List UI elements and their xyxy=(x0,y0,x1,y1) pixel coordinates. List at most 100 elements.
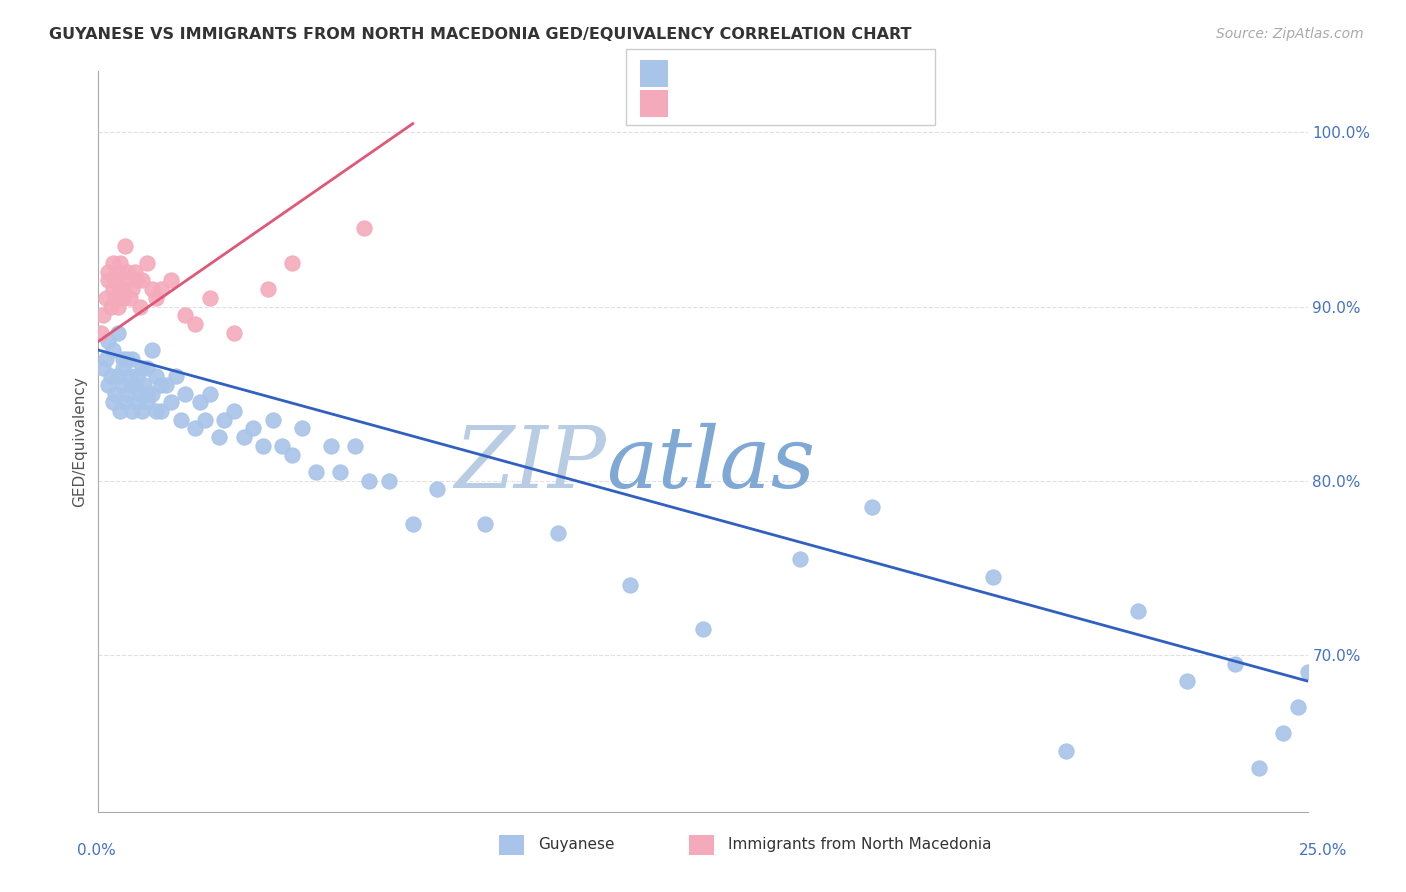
Point xyxy=(121,378,143,392)
Point xyxy=(101,256,124,270)
Point xyxy=(127,273,149,287)
Point xyxy=(256,282,278,296)
Point xyxy=(100,300,122,314)
Point xyxy=(290,421,312,435)
Point xyxy=(150,378,173,392)
Point xyxy=(271,439,294,453)
Point xyxy=(135,256,157,270)
Point xyxy=(141,343,163,357)
Point xyxy=(141,386,163,401)
Text: 79: 79 xyxy=(837,66,859,81)
Point xyxy=(91,308,114,322)
Point xyxy=(134,378,156,392)
Point xyxy=(145,404,167,418)
Point xyxy=(377,474,399,488)
Point xyxy=(174,308,197,322)
Y-axis label: GED/Equivalency: GED/Equivalency xyxy=(72,376,87,507)
Point xyxy=(174,386,197,401)
Text: -0.440: -0.440 xyxy=(718,66,776,81)
Point xyxy=(222,326,245,340)
Text: GUYANESE VS IMMIGRANTS FROM NORTH MACEDONIA GED/EQUIVALENCY CORRELATION CHART: GUYANESE VS IMMIGRANTS FROM NORTH MACEDO… xyxy=(49,27,911,42)
Point xyxy=(107,300,129,314)
Point xyxy=(117,273,139,287)
Point xyxy=(860,500,883,514)
Point xyxy=(155,378,177,392)
Text: R =: R = xyxy=(679,96,714,112)
Point xyxy=(1249,761,1271,775)
Point xyxy=(135,386,157,401)
Text: Immigrants from North Macedonia: Immigrants from North Macedonia xyxy=(728,838,991,852)
Point xyxy=(104,273,127,287)
Point xyxy=(114,395,136,409)
Point xyxy=(101,282,124,296)
Point xyxy=(547,526,569,541)
Point xyxy=(353,221,375,235)
Point xyxy=(111,291,134,305)
Point xyxy=(145,369,167,384)
Point xyxy=(108,282,131,296)
Text: N =: N = xyxy=(796,96,842,112)
Point xyxy=(1286,700,1309,714)
Point xyxy=(426,483,449,497)
Point xyxy=(128,386,150,401)
Point xyxy=(160,273,183,287)
Text: Source: ZipAtlas.com: Source: ZipAtlas.com xyxy=(1216,27,1364,41)
Point xyxy=(1296,665,1319,680)
Point xyxy=(107,369,129,384)
Point xyxy=(111,282,134,296)
Point xyxy=(198,386,221,401)
Point xyxy=(124,378,146,392)
Point xyxy=(184,421,207,435)
Point xyxy=(169,413,191,427)
Point xyxy=(128,300,150,314)
Point xyxy=(91,360,114,375)
Point xyxy=(117,265,139,279)
Point xyxy=(117,351,139,366)
Point xyxy=(194,413,217,427)
Point xyxy=(145,291,167,305)
Point xyxy=(131,404,153,418)
Point xyxy=(114,238,136,252)
Point xyxy=(127,395,149,409)
Point xyxy=(359,474,381,488)
Point xyxy=(619,578,641,592)
Point xyxy=(108,404,131,418)
Point xyxy=(107,326,129,340)
Text: 37: 37 xyxy=(837,96,859,112)
Point xyxy=(124,265,146,279)
Point xyxy=(90,326,112,340)
Point xyxy=(222,404,245,418)
Point xyxy=(305,465,328,479)
Point xyxy=(104,386,127,401)
Point xyxy=(1054,744,1077,758)
Point xyxy=(198,291,221,305)
Point xyxy=(281,256,304,270)
Point xyxy=(97,265,120,279)
Point xyxy=(131,360,153,375)
Point xyxy=(981,569,1004,583)
Point xyxy=(104,291,127,305)
Point xyxy=(692,622,714,636)
Text: 0.0%: 0.0% xyxy=(77,843,117,858)
Text: ZIP: ZIP xyxy=(454,423,606,505)
Point xyxy=(343,439,366,453)
Point xyxy=(107,265,129,279)
Point xyxy=(242,421,264,435)
Point xyxy=(1175,674,1198,689)
Point xyxy=(329,465,352,479)
Point xyxy=(121,282,143,296)
Point xyxy=(262,413,284,427)
Point xyxy=(150,282,173,296)
Point xyxy=(184,317,207,331)
Point xyxy=(232,430,254,444)
Point xyxy=(131,273,153,287)
Point xyxy=(141,282,163,296)
Point xyxy=(402,517,425,532)
Point xyxy=(135,360,157,375)
Point xyxy=(118,291,141,305)
Point xyxy=(111,351,134,366)
Point xyxy=(252,439,274,453)
Point xyxy=(121,351,143,366)
Point xyxy=(100,369,122,384)
Point xyxy=(94,291,117,305)
